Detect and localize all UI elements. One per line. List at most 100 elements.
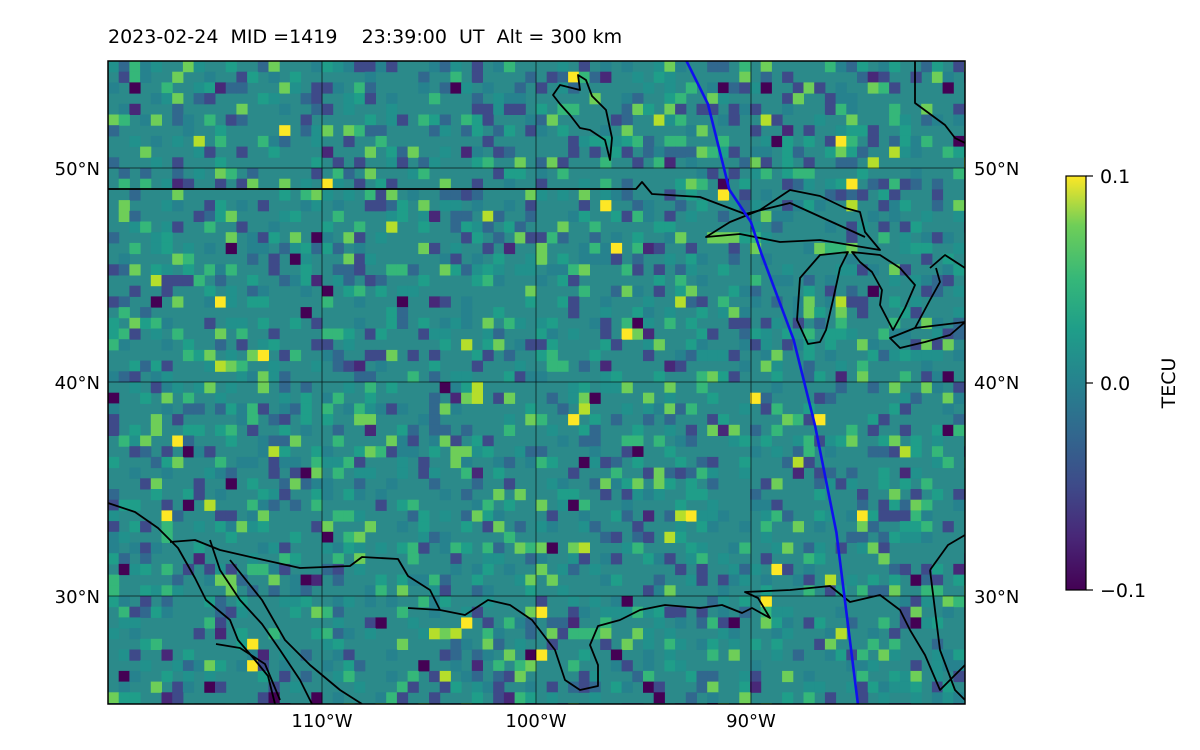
tec-cell bbox=[643, 403, 655, 415]
tec-cell bbox=[429, 61, 441, 73]
tec-cell bbox=[643, 585, 655, 597]
tec-cell bbox=[931, 660, 944, 672]
tec-cell bbox=[760, 478, 772, 490]
tec-cell bbox=[610, 414, 623, 426]
tec-cell bbox=[514, 168, 526, 180]
tec-cell bbox=[824, 339, 837, 351]
tec-cell bbox=[621, 660, 633, 672]
tec-cell bbox=[236, 328, 248, 340]
tec-cell bbox=[354, 371, 366, 383]
tec-cell bbox=[482, 585, 494, 597]
tec-cell bbox=[889, 585, 901, 597]
tec-cell bbox=[931, 489, 944, 501]
tec-cell bbox=[439, 489, 451, 501]
tec-cell bbox=[493, 168, 505, 180]
tec-cell bbox=[364, 61, 376, 73]
tec-cell bbox=[568, 307, 580, 319]
hudson-bay-shore bbox=[552, 74, 613, 161]
tec-cell bbox=[268, 563, 280, 576]
tec-cell bbox=[578, 681, 590, 693]
tec-cell bbox=[364, 467, 376, 479]
tec-cell bbox=[857, 499, 869, 511]
tec-cell bbox=[118, 178, 130, 190]
tec-cell bbox=[461, 371, 473, 383]
tec-cell bbox=[739, 563, 751, 576]
tec-cell bbox=[354, 264, 366, 276]
tec-cell bbox=[386, 189, 398, 201]
tec-cell bbox=[182, 242, 195, 255]
tec-cell bbox=[332, 638, 344, 650]
tec-cell bbox=[814, 114, 826, 126]
tec-cell bbox=[503, 424, 516, 436]
tec-cell bbox=[129, 499, 141, 511]
tec-cell bbox=[257, 232, 269, 244]
tec-cell bbox=[910, 178, 922, 190]
tec-cell bbox=[717, 232, 730, 244]
tec-cell bbox=[525, 414, 537, 426]
tec-cell bbox=[621, 596, 633, 608]
tec-cell bbox=[910, 146, 922, 158]
tec-cell bbox=[279, 489, 291, 501]
tec-cell bbox=[653, 692, 665, 704]
tec-cell bbox=[835, 435, 847, 447]
tec-cell bbox=[439, 264, 451, 276]
tec-cell bbox=[161, 221, 173, 233]
tec-cell bbox=[899, 478, 911, 490]
tec-cell bbox=[899, 510, 911, 522]
tec-cell bbox=[899, 114, 911, 126]
tec-cell bbox=[493, 61, 505, 73]
tec-cell bbox=[792, 339, 804, 351]
tec-cell bbox=[471, 125, 483, 137]
tec-cell bbox=[824, 189, 837, 201]
tec-cell bbox=[322, 606, 334, 618]
tec-cell bbox=[129, 670, 141, 683]
tec-cell bbox=[172, 253, 184, 265]
tec-cell bbox=[471, 660, 483, 672]
tec-cell bbox=[247, 253, 259, 265]
tec-cell bbox=[846, 189, 858, 201]
tec-cell bbox=[931, 178, 944, 190]
tec-cell bbox=[268, 414, 280, 426]
tec-cell bbox=[664, 71, 676, 83]
tec-cell bbox=[610, 135, 623, 148]
tec-cell bbox=[514, 660, 526, 672]
tec-cell bbox=[418, 114, 430, 126]
tec-cell bbox=[236, 403, 248, 415]
tec-cell bbox=[461, 446, 473, 458]
tec-cell bbox=[343, 510, 355, 522]
tec-cell bbox=[857, 146, 869, 158]
tec-cell bbox=[664, 649, 676, 661]
tec-cell bbox=[824, 242, 837, 255]
tec-cell bbox=[632, 157, 644, 169]
tec-cell bbox=[931, 563, 944, 576]
tec-cell bbox=[621, 61, 633, 73]
tec-cell bbox=[675, 499, 687, 511]
tec-cell bbox=[247, 521, 259, 533]
tec-cell bbox=[643, 660, 655, 672]
tec-cell bbox=[750, 103, 762, 115]
tec-cell bbox=[739, 339, 751, 351]
tec-cell bbox=[910, 510, 922, 522]
tec-cell bbox=[878, 71, 890, 83]
tec-cell bbox=[129, 435, 141, 447]
tec-cell bbox=[857, 521, 869, 533]
tec-cell bbox=[364, 585, 376, 597]
tec-cell bbox=[942, 371, 954, 383]
tec-cell bbox=[910, 660, 922, 672]
tec-cell bbox=[482, 221, 494, 233]
tec-cell bbox=[322, 563, 334, 576]
tec-cell bbox=[225, 285, 237, 297]
tec-cell bbox=[771, 210, 783, 222]
tec-cell bbox=[632, 670, 644, 683]
tec-cell bbox=[471, 563, 483, 576]
tec-cell bbox=[150, 264, 162, 276]
tec-cell bbox=[889, 264, 901, 276]
tec-cell bbox=[386, 478, 398, 490]
tec-cell bbox=[846, 232, 858, 244]
tec-cell bbox=[664, 628, 676, 640]
tec-cell bbox=[857, 670, 869, 683]
tec-cell bbox=[824, 628, 837, 640]
tec-cell bbox=[653, 275, 665, 287]
tec-cell bbox=[215, 178, 227, 190]
tec-cell bbox=[760, 146, 772, 158]
